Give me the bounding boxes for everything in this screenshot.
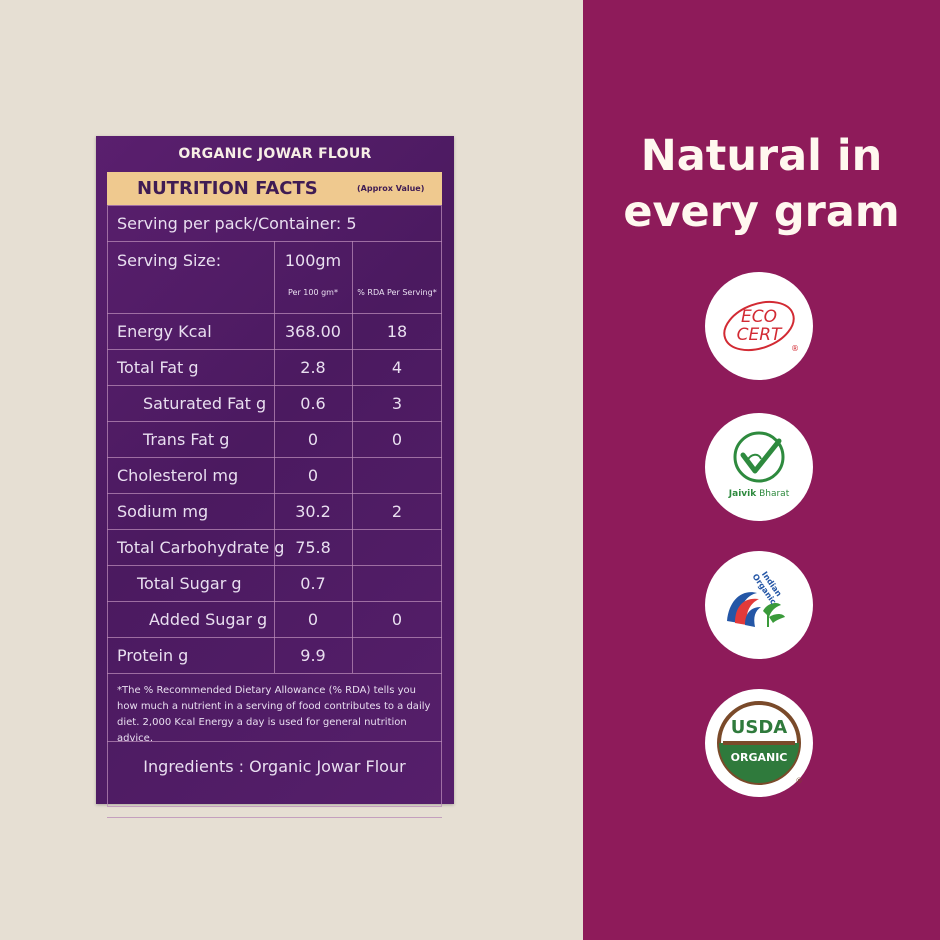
- ecocert-registered-mark: ®: [791, 344, 799, 353]
- table-row-per100: 30.2: [295, 502, 331, 521]
- table-row-rda: 18: [386, 322, 408, 341]
- table-row-name: Cholesterol mg: [117, 466, 239, 485]
- table-row-name: Trans Fat g: [143, 430, 230, 449]
- headline-line-2: every gram: [623, 187, 900, 237]
- ecocert-line-2: CERT: [736, 325, 782, 345]
- table-row-per100: 0.6: [300, 394, 326, 413]
- table-row-name: Saturated Fat g: [143, 394, 267, 413]
- bharat-text: Bharat: [756, 489, 790, 499]
- jaivik-text: Jaivik: [728, 489, 757, 499]
- organic-text: ORGANIC: [730, 751, 788, 764]
- table-row-per100: 0: [307, 466, 319, 485]
- column-header-rda: % RDA Per Serving*: [357, 288, 437, 297]
- table-row-rda: 4: [391, 358, 403, 377]
- usda-organic-badge: USDA ORGANIC ®: [705, 689, 813, 797]
- rda-footnote: *The % Recommended Dietary Allowance (% …: [117, 685, 431, 744]
- table-row-rda: 3: [391, 394, 403, 413]
- jaivik-bharat-badge: Jaivik Bharat: [705, 413, 813, 521]
- table-row-name: Total Carbohydrate g: [117, 538, 285, 557]
- table-row-name: Energy Kcal: [117, 322, 212, 341]
- table-row-per100: 9.9: [300, 646, 326, 665]
- table-row-rda: 0: [391, 610, 403, 629]
- table-border: [107, 205, 442, 807]
- table-row-per100: 75.8: [295, 538, 331, 557]
- ingredients-line: Ingredients : Organic Jowar Flour: [143, 757, 406, 776]
- ecocert-icon: [723, 300, 795, 352]
- table-row-name: Total Sugar g: [137, 574, 242, 593]
- nutrition-facts-title: NUTRITION FACTS: [137, 178, 318, 199]
- nutrition-table: Serving per pack/Container: 5 Serving Si…: [107, 205, 442, 818]
- table-row-name: Sodium mg: [117, 502, 209, 521]
- table-row-name: Protein g: [117, 646, 189, 665]
- headline-line-1: Natural in: [640, 131, 883, 181]
- column-header-per100: Per 100 gm*: [288, 288, 338, 297]
- table-row-per100: 2.8: [300, 358, 326, 377]
- serving-per-pack: Serving per pack/Container: 5: [117, 214, 357, 233]
- usda-registered-mark: ®: [795, 777, 803, 785]
- ecocert-line-1: ECO: [741, 307, 777, 327]
- table-row-name: Added Sugar g: [149, 610, 268, 629]
- serving-size-label: Serving Size:: [117, 251, 222, 270]
- indian-organic-badge: Indian Organic: [705, 551, 813, 659]
- nutrition-label: ORGANIC JOWAR FLOUR NUTRITION FACTS (App…: [96, 136, 454, 818]
- approx-value-note: (Approx Value): [357, 184, 425, 193]
- serving-size-value: 100gm: [284, 251, 342, 270]
- indian-organic-icon: [727, 592, 785, 627]
- table-row-name: Total Fat g: [117, 358, 199, 377]
- nutrition-facts-band: NUTRITION FACTS (Approx Value): [107, 172, 442, 205]
- usda-text: USDA: [730, 717, 788, 738]
- headline: Natural in every gram: [583, 128, 940, 240]
- jaivik-bharat-icon: [733, 431, 785, 483]
- table-row-rda: 2: [391, 502, 403, 521]
- ecocert-badge: ECO CERT ®: [705, 272, 813, 380]
- usda-organic-icon: [717, 701, 801, 785]
- product-title: ORGANIC JOWAR FLOUR: [178, 146, 372, 162]
- table-row-per100: 0: [307, 610, 319, 629]
- table-row-rda: 0: [391, 430, 403, 449]
- table-row-per100: 0.7: [300, 574, 326, 593]
- table-row-per100: 0: [307, 430, 319, 449]
- table-row-per100: 368.00: [285, 322, 341, 341]
